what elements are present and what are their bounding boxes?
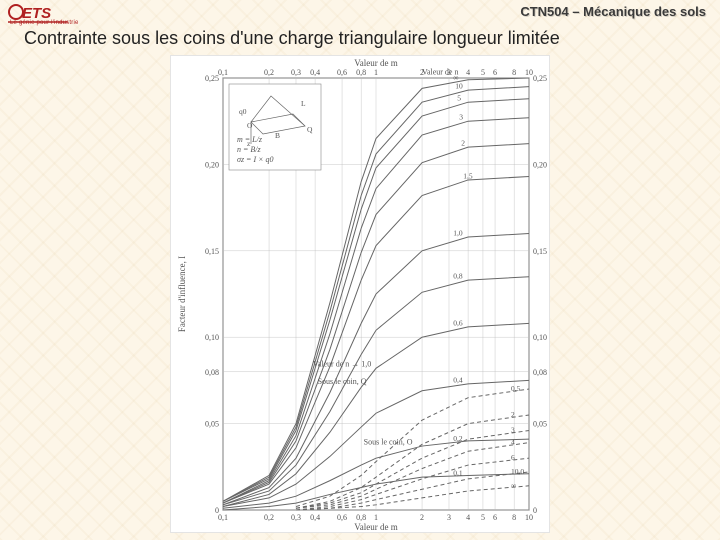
svg-text:0,4: 0,4: [310, 513, 320, 522]
svg-text:0,6: 0,6: [337, 513, 347, 522]
svg-text:0,2: 0,2: [453, 434, 463, 443]
svg-text:0,08: 0,08: [533, 368, 547, 377]
svg-text:8: 8: [512, 68, 516, 77]
svg-text:m = L/z: m = L/z: [237, 135, 263, 144]
svg-text:0,8: 0,8: [356, 513, 366, 522]
svg-text:Facteur d'influence, I: Facteur d'influence, I: [177, 256, 187, 332]
logo-tagline: Le génie pour l'industrie: [10, 20, 79, 26]
svg-text:1: 1: [374, 68, 378, 77]
svg-text:10: 10: [525, 513, 533, 522]
svg-text:0,2: 0,2: [264, 513, 274, 522]
svg-text:Sous le coin, Q: Sous le coin, Q: [318, 377, 367, 386]
svg-text:10: 10: [455, 82, 463, 91]
svg-text:5: 5: [481, 513, 485, 522]
svg-text:0,3: 0,3: [291, 513, 301, 522]
svg-text:2: 2: [461, 139, 465, 148]
svg-text:L: L: [301, 99, 306, 108]
svg-text:Q: Q: [307, 125, 313, 134]
svg-text:3: 3: [511, 426, 515, 435]
svg-text:4: 4: [511, 438, 515, 447]
svg-text:0,15: 0,15: [533, 247, 547, 256]
svg-text:n = B/z: n = B/z: [237, 145, 262, 154]
svg-text:1,0: 1,0: [453, 229, 463, 238]
svg-text:4: 4: [466, 513, 470, 522]
svg-text:0,6: 0,6: [453, 318, 463, 327]
svg-text:0: 0: [215, 506, 219, 515]
svg-text:10,0: 10,0: [511, 467, 524, 476]
svg-text:0,25: 0,25: [205, 74, 219, 83]
svg-text:0,4: 0,4: [310, 68, 320, 77]
svg-text:B: B: [275, 131, 280, 140]
svg-text:6: 6: [493, 513, 497, 522]
svg-text:0,10: 0,10: [205, 333, 219, 342]
svg-text:O: O: [247, 121, 253, 130]
svg-text:0,8: 0,8: [356, 68, 366, 77]
svg-text:0,10: 0,10: [533, 333, 547, 342]
svg-text:6: 6: [493, 68, 497, 77]
svg-text:0,25: 0,25: [533, 74, 547, 83]
svg-text:Valeur de m: Valeur de m: [354, 522, 397, 532]
svg-text:0,20: 0,20: [205, 160, 219, 169]
svg-text:0,4: 0,4: [453, 375, 463, 384]
page-title: Contrainte sous les coins d'une charge t…: [0, 26, 720, 55]
svg-text:8: 8: [512, 513, 516, 522]
svg-text:10: 10: [525, 68, 533, 77]
svg-text:0,6: 0,6: [337, 68, 347, 77]
svg-text:∞: ∞: [511, 481, 516, 490]
svg-text:1: 1: [374, 513, 378, 522]
svg-text:0,1: 0,1: [218, 513, 228, 522]
svg-text:2: 2: [511, 410, 515, 419]
header: ETS CTN504 – Mécanique des sols: [0, 0, 720, 26]
svg-text:Valeur de n: Valeur de n: [422, 68, 458, 77]
svg-text:q0: q0: [239, 107, 247, 116]
svg-text:2: 2: [420, 513, 424, 522]
influence-chart: 0,1 0,1 0,2 0,2 0,3 0,3 0,4 0,4 0,6 0,6 0,8 0,8 1 1 2 2…: [170, 55, 550, 533]
svg-text:4: 4: [466, 68, 470, 77]
svg-text:0,05: 0,05: [533, 420, 547, 429]
svg-text:5: 5: [457, 94, 461, 103]
svg-text:0,2: 0,2: [264, 68, 274, 77]
svg-text:1,5: 1,5: [463, 171, 473, 180]
chart-svg: 0,1 0,1 0,2 0,2 0,3 0,3 0,4 0,4 0,6 0,6 0,8 0,8 1 1 2 2…: [171, 56, 551, 534]
svg-text:3: 3: [447, 513, 451, 522]
svg-text:3: 3: [459, 113, 463, 122]
svg-text:Sous le coin, O: Sous le coin, O: [364, 437, 413, 446]
svg-text:0,1: 0,1: [453, 469, 463, 478]
svg-text:0: 0: [533, 506, 537, 515]
svg-text:0,08: 0,08: [205, 368, 219, 377]
svg-text:5: 5: [481, 68, 485, 77]
svg-text:Valeur de m: Valeur de m: [354, 58, 397, 68]
svg-text:6: 6: [511, 453, 515, 462]
svg-text:0,20: 0,20: [533, 160, 547, 169]
svg-text:0,1: 0,1: [218, 68, 228, 77]
svg-text:0,3: 0,3: [291, 68, 301, 77]
course-code: CTN504 – Mécanique des sols: [520, 4, 712, 19]
svg-text:Valeur de n → 1,0: Valeur de n → 1,0: [313, 360, 371, 369]
svg-text:0,8: 0,8: [453, 272, 463, 281]
svg-text:0,15: 0,15: [205, 247, 219, 256]
svg-text:σz = I × q0: σz = I × q0: [237, 155, 274, 164]
svg-text:0,5: 0,5: [511, 384, 521, 393]
svg-text:0,05: 0,05: [205, 420, 219, 429]
